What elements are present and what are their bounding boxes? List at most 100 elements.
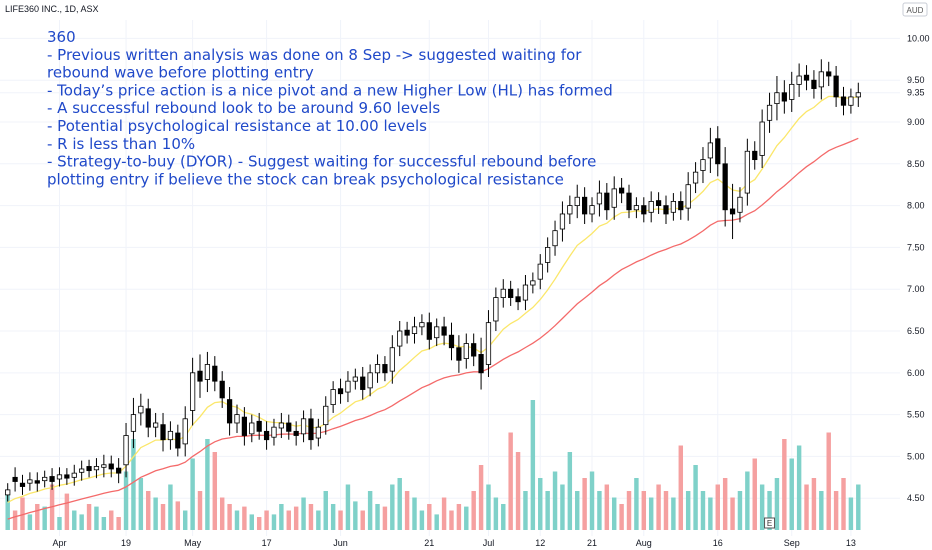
candle-body [42, 476, 48, 482]
price-axis[interactable]: 10.00 9.50 9.35 9.00 8.50 8.00 7.50 7.00 6.50 6.0… [907, 33, 930, 503]
candle-body [189, 372, 196, 411]
candle-body [86, 466, 92, 472]
candle [175, 424, 181, 457]
candle [855, 82, 861, 107]
candle-body [101, 464, 107, 468]
candle [537, 254, 543, 290]
volume-bar [530, 400, 536, 530]
candle-body [360, 376, 366, 390]
volume-bar [5, 491, 10, 530]
candle-body [833, 75, 839, 98]
candle-body [463, 343, 469, 360]
volume-bar [538, 478, 543, 530]
candle [323, 396, 329, 435]
volume-bar [323, 491, 328, 530]
candle-body [611, 188, 617, 208]
volume-bar [663, 491, 669, 530]
volume-bar [375, 504, 380, 530]
candle [352, 368, 358, 390]
candle-body [197, 370, 203, 382]
volume-bar [708, 497, 713, 530]
volume-bar [153, 497, 158, 530]
x-tick-label: Jul [483, 538, 495, 548]
volume-bar [626, 491, 632, 530]
x-tick-label: 19 [121, 538, 131, 548]
candle-body [478, 354, 484, 374]
candle [293, 421, 299, 446]
candle [648, 191, 654, 223]
candle-body [604, 192, 610, 211]
volume-bar [478, 465, 484, 530]
volume-bar [759, 484, 765, 530]
y-tick-label: 9.00 [907, 117, 925, 127]
volume-bar [131, 439, 136, 530]
volume-bar [464, 506, 469, 530]
volume-bar [64, 493, 70, 530]
y-tick-label: 9.50 [907, 75, 925, 85]
x-tick-label: May [184, 538, 202, 548]
candle [79, 460, 85, 481]
candle-body [71, 472, 77, 478]
candle [278, 412, 284, 439]
candle-body [116, 467, 122, 474]
candle [56, 467, 63, 487]
candle [263, 421, 270, 450]
candle [404, 321, 410, 344]
volume-bar [434, 514, 439, 530]
volume-bar [648, 497, 654, 530]
candle-body [633, 205, 640, 211]
candle-body [145, 408, 151, 428]
candle-body [840, 96, 847, 106]
candle [752, 141, 758, 170]
y-tick-label: 7.00 [907, 284, 925, 294]
candle-body [256, 420, 262, 432]
candle [360, 366, 366, 400]
earnings-marker[interactable]: E [764, 517, 776, 529]
symbol-title: LIFE360 INC., 1D, ASX [5, 4, 99, 14]
volume-bar [796, 445, 802, 530]
candle [130, 397, 137, 449]
candle [226, 387, 233, 436]
volume-bar [515, 452, 521, 530]
candle [249, 414, 255, 443]
candle [552, 220, 558, 256]
volume-bar [168, 484, 173, 530]
volume-bar [597, 491, 602, 530]
volume-bar [219, 497, 225, 530]
candle-body [781, 92, 787, 102]
candle [42, 470, 48, 488]
candle-body [64, 474, 70, 479]
candle [256, 412, 262, 440]
candle-body [382, 364, 388, 374]
candle-body [559, 213, 566, 230]
volume-bar [471, 491, 476, 530]
candle-body [500, 288, 506, 298]
candle-body [744, 150, 750, 194]
candle-body [574, 196, 580, 207]
time-axis[interactable]: Apr 19 May 17 Jun 21 Jul 12 21 Aug 16 Sep 13 [52, 538, 855, 548]
volume-bar [722, 478, 728, 530]
candle-body [241, 416, 248, 436]
grid-lines [0, 20, 900, 536]
candle [655, 192, 662, 214]
candle [374, 354, 381, 383]
annotation-line: - Previous written analysis was done on … [47, 46, 582, 64]
candle-body [848, 96, 854, 106]
x-tick-label: Aug [636, 538, 652, 548]
volume-bar [826, 432, 831, 530]
candle-body [389, 347, 395, 372]
volume-bar [42, 506, 47, 530]
volume-bar [301, 497, 306, 530]
volume-bar [752, 458, 757, 530]
candle [618, 178, 625, 204]
candle [212, 356, 218, 392]
candle [308, 408, 314, 450]
volume-bar [35, 504, 40, 530]
candle-body [678, 201, 684, 211]
candle [633, 197, 640, 219]
currency-badge[interactable]: AUD [902, 2, 928, 17]
candle-body [19, 482, 26, 487]
candle-body [537, 263, 543, 280]
y-tick-label: 8.00 [907, 201, 925, 211]
